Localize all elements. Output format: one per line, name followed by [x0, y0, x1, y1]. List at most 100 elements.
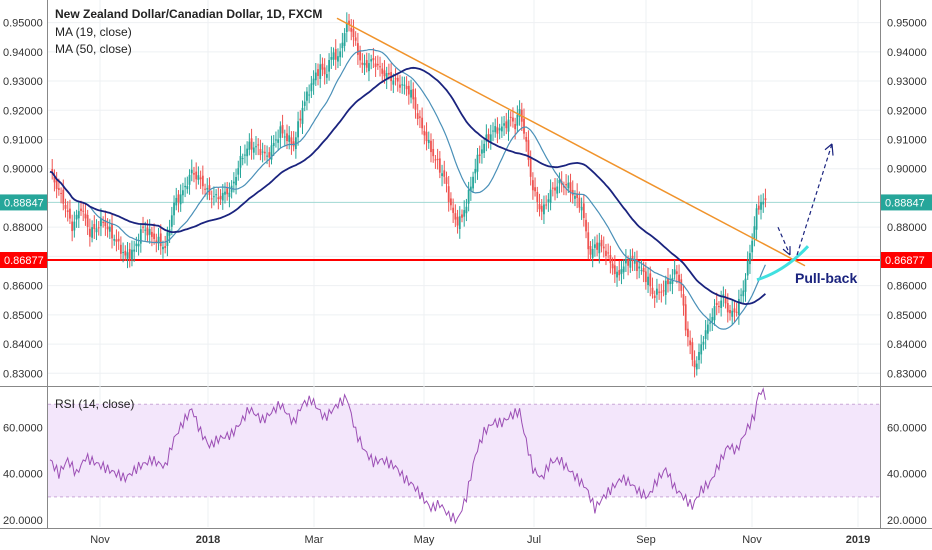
candle-down [350, 27, 353, 32]
candle-up [206, 187, 209, 190]
candle-up [516, 114, 519, 126]
price-tick-label-right: 0.84000 [887, 339, 927, 351]
price-tick-label-right: 0.83000 [887, 368, 927, 380]
candle-up [427, 139, 430, 144]
candle-down [512, 117, 514, 122]
candle-up [279, 126, 282, 138]
candle-up [341, 42, 344, 49]
price-tick-label-right: 0.93000 [887, 76, 927, 88]
candle-down [396, 77, 399, 82]
time-tick-label: Mar [305, 534, 324, 546]
candle-up [749, 253, 751, 265]
candle-down [443, 170, 446, 177]
candle-up [252, 147, 255, 153]
candle-up [711, 317, 714, 322]
candle-up [492, 130, 494, 132]
candle-up [591, 248, 594, 258]
rsi-legend: RSI (14, close) [55, 397, 134, 411]
candle-down [106, 226, 109, 230]
candle-down [383, 70, 386, 77]
candle-up [162, 246, 164, 250]
candle-up [656, 288, 658, 295]
price-axis-right[interactable]: 0.95000 0.94000 0.93000 0.92000 0.91000 0.900… [887, 18, 927, 527]
candle-down [399, 84, 401, 88]
candle-down [571, 189, 574, 196]
candle-up [272, 142, 275, 147]
candle-up [465, 206, 468, 214]
candle-down [764, 198, 767, 201]
candle-down [124, 250, 127, 256]
candle-up [184, 185, 187, 188]
candle-up [330, 57, 333, 60]
candle-up [294, 137, 297, 150]
candle-down [66, 210, 69, 213]
candle-up [463, 210, 466, 217]
candle-down [119, 244, 122, 254]
candle-up [720, 300, 723, 309]
candle-up [135, 243, 138, 247]
candle-up [474, 168, 477, 174]
candle-up [95, 228, 98, 233]
candle-down [478, 154, 481, 156]
candle-down [372, 57, 375, 61]
candle-up [410, 89, 412, 98]
candle-up [108, 226, 111, 232]
candle-down [201, 175, 204, 187]
last-price-tag-right-box [881, 194, 932, 211]
candle-up [215, 194, 218, 196]
candle-up [166, 232, 169, 247]
candle-up [549, 189, 552, 203]
time-tick-label: 2018 [196, 534, 220, 546]
candle-up [75, 214, 78, 220]
candle-down [405, 86, 408, 90]
rsi-overbought-oversold-band [48, 404, 880, 497]
time-axis[interactable]: Nov 2018 Mar May Jul Sep Nov 2019 [90, 534, 870, 546]
candle-up [368, 63, 370, 72]
candle-down [607, 252, 610, 254]
candle-down [142, 226, 144, 228]
candle-down [381, 68, 384, 74]
candle-up [91, 227, 93, 238]
candle-down [554, 187, 556, 191]
candle-down [691, 342, 694, 360]
candle-down [536, 191, 539, 202]
drawings [336, 17, 834, 282]
candle-down [642, 267, 645, 273]
candle-down [299, 118, 302, 121]
time-tick-label: 2019 [846, 534, 870, 546]
candle-down [57, 188, 60, 190]
candle-up [157, 236, 160, 244]
candle-up [213, 196, 215, 198]
candle-up [633, 260, 636, 264]
candle-down [514, 124, 517, 130]
candle-down [662, 290, 665, 292]
candle-up [731, 310, 734, 317]
candle-up [629, 259, 632, 268]
support-tag-right-box [881, 252, 932, 269]
candle-up [489, 134, 492, 143]
candle-up [345, 22, 348, 32]
candle-up [753, 226, 756, 239]
pullback-arc [756, 245, 810, 282]
candle-down [64, 204, 67, 209]
candle-down [55, 180, 58, 189]
candle-up [598, 242, 601, 254]
candle-up [113, 239, 116, 241]
price-tags: 0.88847 0.88847 0.86877 0.86877 [0, 194, 932, 269]
price-tick-label-right: 0.92000 [887, 105, 927, 117]
candle-up [518, 109, 521, 117]
candle-up [148, 228, 151, 235]
candle-down [456, 216, 459, 226]
candle-down [585, 219, 587, 232]
support-tag-left-box [0, 252, 47, 269]
candle-up [255, 146, 257, 148]
candle-down [565, 184, 567, 186]
candle-down [496, 127, 499, 134]
price-tick-label-left: 0.88000 [3, 222, 43, 234]
candle-down [334, 48, 337, 60]
price-pane[interactable] [0, 0, 932, 386]
candle-down [153, 233, 156, 240]
candle-up [700, 344, 703, 355]
candle-down [587, 232, 590, 250]
